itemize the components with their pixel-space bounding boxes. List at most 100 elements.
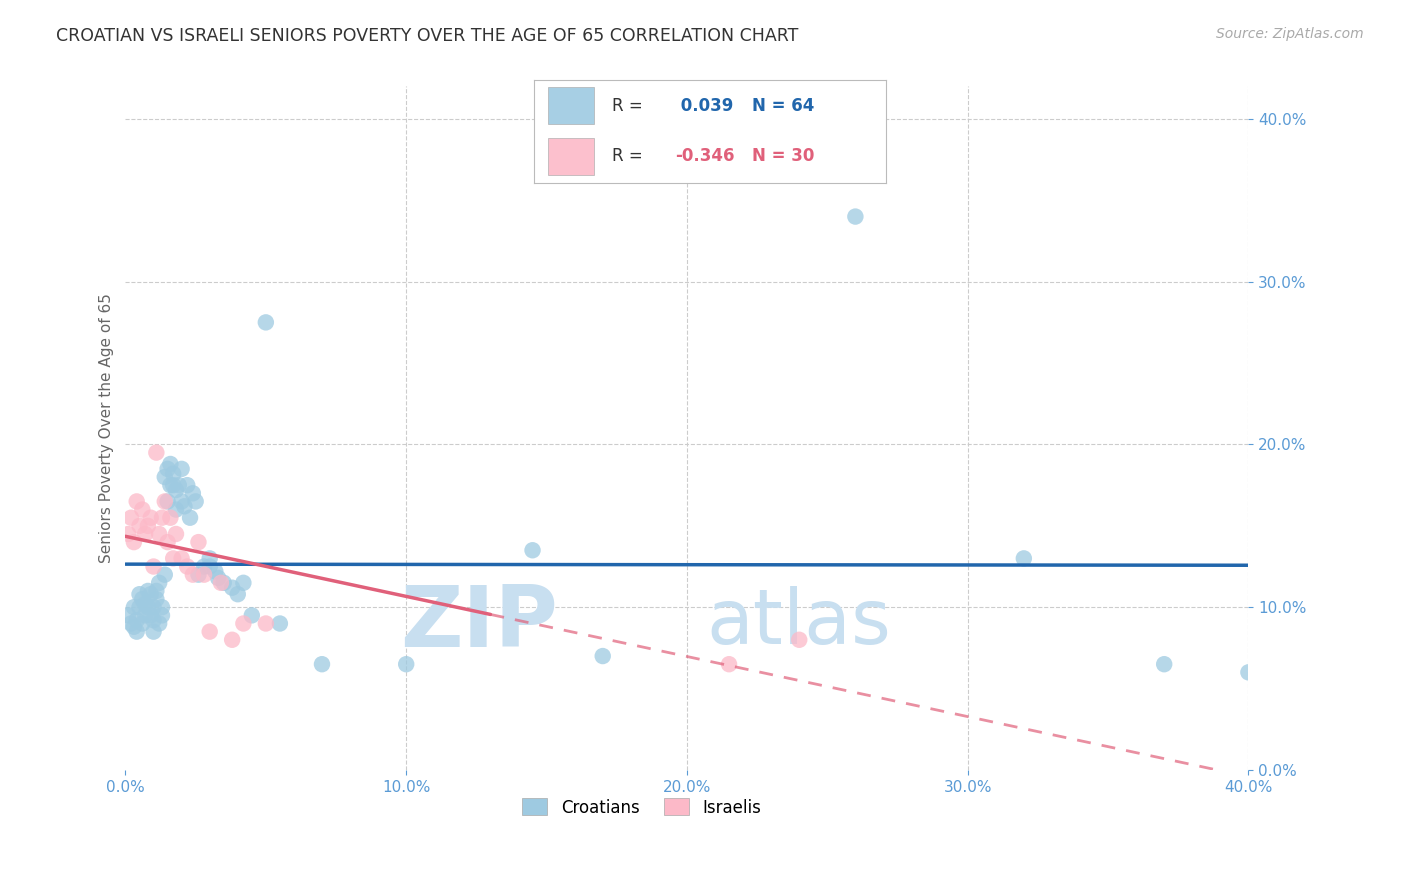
Point: [125, 624, 148, 639]
Point: [1153, 657, 1175, 672]
Point: [150, 510, 173, 524]
Text: 0.039: 0.039: [675, 97, 734, 115]
Point: [156, 494, 179, 508]
Point: [198, 624, 221, 639]
Point: [145, 445, 167, 459]
Point: [162, 551, 184, 566]
Point: [117, 608, 139, 623]
Point: [131, 502, 153, 516]
Point: [122, 620, 145, 634]
Point: [522, 543, 544, 558]
Point: [221, 632, 243, 647]
Point: [254, 315, 277, 329]
Point: [254, 616, 277, 631]
Text: R =: R =: [612, 97, 643, 115]
Point: [395, 657, 418, 672]
Point: [170, 462, 193, 476]
Text: -0.346: -0.346: [675, 147, 734, 165]
Point: [165, 527, 187, 541]
Point: [120, 510, 142, 524]
Point: [204, 565, 226, 579]
Point: [145, 583, 167, 598]
Point: [718, 657, 741, 672]
Text: CROATIAN VS ISRAELI SENIORS POVERTY OVER THE AGE OF 65 CORRELATION CHART: CROATIAN VS ISRAELI SENIORS POVERTY OVER…: [56, 27, 799, 45]
Point: [142, 613, 165, 627]
Point: [122, 600, 145, 615]
Point: [131, 616, 153, 631]
FancyBboxPatch shape: [548, 137, 593, 175]
Point: [145, 592, 167, 607]
Point: [142, 624, 165, 639]
Point: [159, 478, 181, 492]
Point: [187, 567, 209, 582]
Point: [139, 510, 162, 524]
Point: [159, 510, 181, 524]
Point: [162, 478, 184, 492]
Point: [128, 587, 150, 601]
Text: atlas: atlas: [707, 586, 891, 660]
Point: [136, 583, 159, 598]
Point: [1012, 551, 1035, 566]
Point: [787, 632, 810, 647]
Point: [240, 608, 263, 623]
Point: [269, 616, 291, 631]
Point: [156, 535, 179, 549]
Legend: Croatians, Israelis: Croatians, Israelis: [516, 792, 768, 823]
Point: [128, 600, 150, 615]
Point: [181, 486, 204, 500]
Point: [193, 567, 215, 582]
Point: [125, 613, 148, 627]
Point: [139, 587, 162, 601]
Point: [134, 608, 156, 623]
Point: [162, 467, 184, 481]
Point: [184, 494, 207, 508]
Point: [207, 571, 229, 585]
Point: [179, 510, 201, 524]
Point: [170, 551, 193, 566]
Text: N = 64: N = 64: [752, 97, 814, 115]
Point: [198, 559, 221, 574]
Point: [142, 559, 165, 574]
Point: [209, 575, 232, 590]
Point: [131, 592, 153, 607]
Point: [221, 581, 243, 595]
Point: [176, 559, 198, 574]
Point: [142, 600, 165, 615]
Point: [311, 657, 333, 672]
Y-axis label: Seniors Poverty Over the Age of 65: Seniors Poverty Over the Age of 65: [100, 293, 114, 563]
Point: [156, 462, 179, 476]
Point: [136, 519, 159, 533]
Point: [167, 478, 190, 492]
FancyBboxPatch shape: [548, 87, 593, 124]
Point: [173, 500, 195, 514]
Point: [148, 575, 170, 590]
Point: [176, 478, 198, 492]
Point: [193, 559, 215, 574]
Point: [1237, 665, 1260, 680]
Point: [212, 575, 235, 590]
Point: [592, 648, 614, 663]
Point: [153, 494, 176, 508]
Point: [134, 597, 156, 611]
Text: Source: ZipAtlas.com: Source: ZipAtlas.com: [1216, 27, 1364, 41]
Point: [139, 608, 162, 623]
Point: [128, 519, 150, 533]
Point: [122, 535, 145, 549]
Point: [159, 457, 181, 471]
Point: [844, 210, 866, 224]
Point: [232, 575, 254, 590]
Point: [198, 551, 221, 566]
Point: [170, 494, 193, 508]
Point: [181, 567, 204, 582]
Point: [125, 494, 148, 508]
Point: [148, 527, 170, 541]
Point: [150, 600, 173, 615]
Point: [150, 608, 173, 623]
Point: [117, 527, 139, 541]
Text: ZIP: ZIP: [401, 582, 558, 665]
Point: [148, 616, 170, 631]
Point: [165, 483, 187, 497]
Text: N = 30: N = 30: [752, 147, 814, 165]
Point: [153, 470, 176, 484]
Point: [187, 535, 209, 549]
